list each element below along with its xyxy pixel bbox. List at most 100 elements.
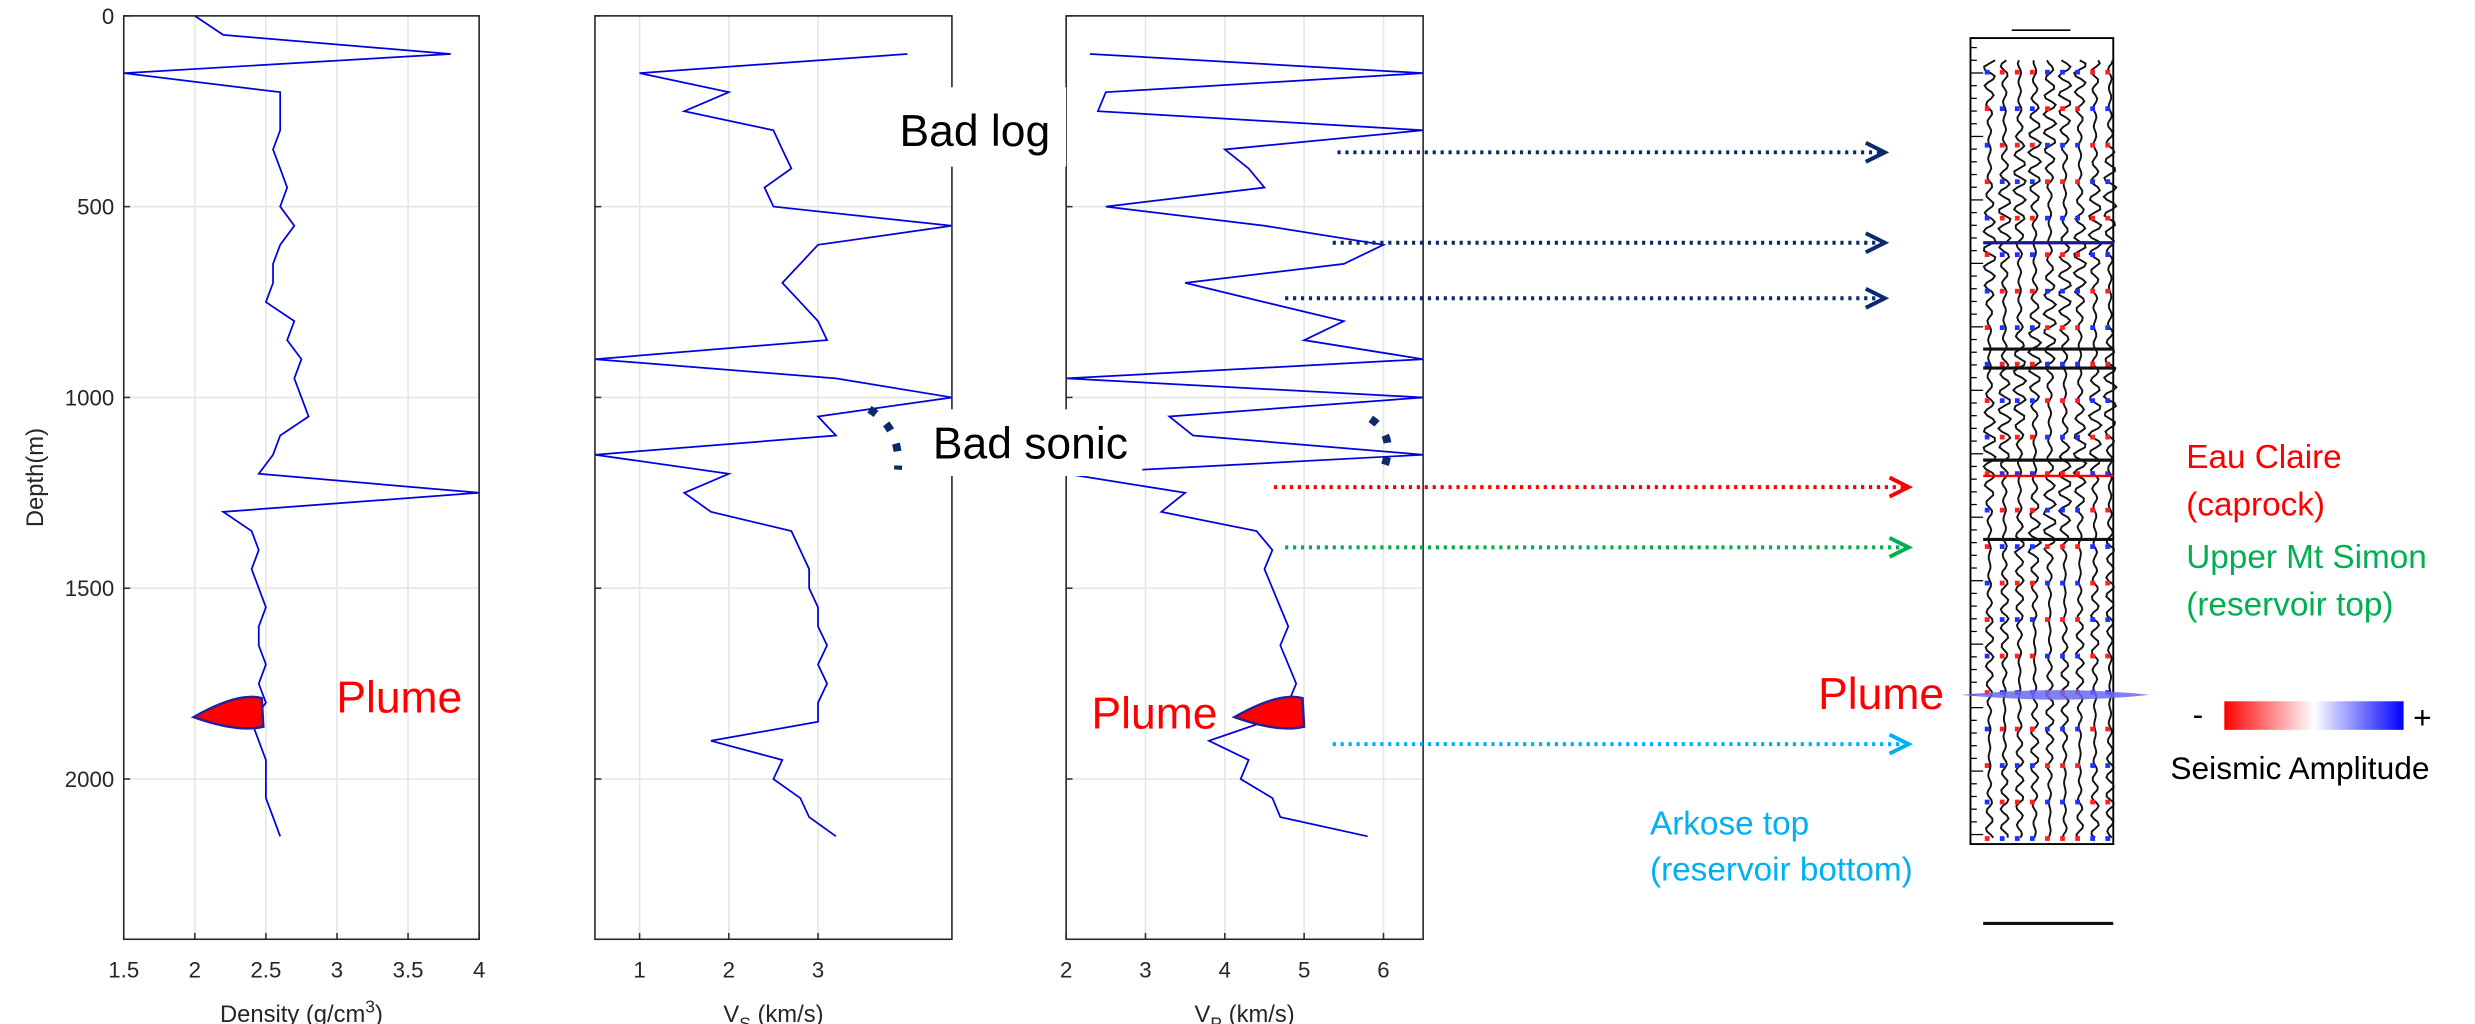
x-tick-label: 2.5 bbox=[250, 957, 281, 982]
trace-fill bbox=[2060, 215, 2065, 221]
trace-fill bbox=[2029, 288, 2035, 294]
x-axis-label: Density (g/cm3) bbox=[220, 996, 383, 1024]
trace-fill bbox=[2045, 726, 2050, 732]
plume-label: Plume bbox=[336, 673, 462, 722]
horizon-label: (caprock) bbox=[2186, 487, 2325, 524]
trace-fill bbox=[2029, 215, 2035, 221]
horizon-label: Eau Claire bbox=[2186, 439, 2341, 476]
trace-fill bbox=[2029, 106, 2035, 112]
x-axis-label-part: (km/s) bbox=[751, 1001, 824, 1024]
seismic-trace bbox=[2072, 59, 2088, 839]
trace-fill bbox=[2105, 544, 2111, 549]
trace-fill bbox=[1999, 544, 2005, 549]
trace-fill bbox=[2029, 434, 2035, 440]
trace-fill bbox=[2075, 288, 2080, 294]
seismic-trace bbox=[1982, 59, 1997, 839]
colorbar-min: - bbox=[2193, 696, 2204, 732]
trace-fill bbox=[2014, 544, 2020, 549]
trace-fill bbox=[2105, 617, 2111, 622]
trace-fill bbox=[2045, 653, 2050, 659]
trace-fill bbox=[2045, 288, 2050, 294]
log-plot: 1.5 2 2.5 3 3.5 4 0 500 1000 1500 2000 Density (g/c… bbox=[22, 4, 485, 1024]
trace-fill bbox=[2090, 434, 2096, 440]
trace-fill bbox=[1984, 179, 1990, 185]
trace-fill bbox=[2045, 142, 2050, 148]
panel-frame bbox=[1969, 37, 2115, 846]
trace-fill bbox=[2014, 142, 2020, 148]
trace-fill bbox=[1999, 252, 2005, 258]
trace-fill bbox=[1984, 106, 1990, 112]
arrow-head bbox=[1864, 141, 1890, 164]
trace-fill bbox=[1999, 288, 2005, 294]
trace-fill bbox=[2075, 434, 2080, 440]
trace-fill bbox=[2014, 726, 2020, 732]
trace-fill bbox=[2045, 507, 2050, 513]
curve-group bbox=[123, 15, 480, 837]
plume-label: Plume bbox=[1092, 689, 1218, 738]
trace-fill bbox=[2105, 580, 2111, 586]
trace-fill bbox=[2045, 69, 2050, 75]
trace-fill bbox=[2075, 69, 2080, 75]
trace-fill bbox=[2060, 544, 2065, 549]
trace-fill bbox=[1999, 361, 2005, 367]
trace-fill bbox=[1984, 726, 1990, 732]
trace-fill bbox=[2075, 325, 2080, 331]
trace-fill bbox=[2075, 106, 2080, 112]
bad-log-label: Bad log bbox=[900, 107, 1051, 156]
trace-fill bbox=[2090, 179, 2096, 185]
trace-fill bbox=[2029, 142, 2035, 148]
trace-fill bbox=[2075, 252, 2080, 258]
trace-fill bbox=[2105, 799, 2111, 805]
log-plot: 1 2 3 VS (km/s) bbox=[594, 15, 953, 1024]
trace-fill bbox=[2060, 106, 2065, 112]
trace-fill bbox=[2014, 106, 2020, 112]
trace-fill bbox=[2075, 507, 2080, 513]
trace-fill bbox=[2090, 106, 2096, 112]
trace-fill bbox=[2075, 836, 2080, 841]
plume-marker bbox=[1231, 695, 1306, 730]
trace-fill bbox=[2075, 580, 2080, 586]
label-backing bbox=[882, 87, 1067, 167]
horizon-arrows bbox=[1273, 150, 1906, 747]
trace-fill bbox=[2014, 799, 2020, 805]
trace-fill bbox=[2105, 653, 2111, 659]
trace-fill bbox=[1984, 215, 1990, 221]
trace-fill bbox=[2105, 361, 2111, 367]
trace-fill bbox=[2105, 836, 2111, 841]
trace-fill bbox=[2014, 325, 2020, 331]
trace-fill bbox=[2090, 361, 2096, 367]
trace-fill bbox=[2075, 653, 2080, 659]
trace-fill bbox=[2014, 434, 2020, 440]
arrow-head bbox=[1864, 286, 1890, 310]
trace-fill bbox=[2105, 142, 2111, 148]
colorbar-label: Seismic Amplitude bbox=[2170, 750, 2429, 786]
label-backing bbox=[920, 409, 1143, 476]
curve-group bbox=[594, 53, 952, 838]
trace-fill bbox=[2045, 580, 2050, 586]
trace-fill bbox=[2045, 544, 2050, 549]
trace-fill bbox=[2090, 288, 2096, 294]
trace-fill bbox=[2029, 580, 2035, 586]
trace-fill bbox=[2060, 434, 2065, 440]
trace-fill bbox=[2029, 361, 2035, 367]
trace-fill bbox=[2075, 763, 2080, 768]
seismic-trace bbox=[2057, 59, 2073, 839]
horizon-label: (reservoir top) bbox=[2186, 587, 2393, 624]
trace-fill bbox=[2060, 142, 2065, 148]
trace-fill bbox=[2045, 836, 2050, 841]
trace-fill bbox=[2029, 544, 2035, 549]
trace-fill bbox=[2060, 471, 2065, 476]
trace-fill bbox=[1984, 471, 1990, 476]
trace-fill bbox=[1999, 471, 2005, 476]
trace-fill bbox=[2029, 507, 2035, 513]
x-tick-label: 2 bbox=[723, 957, 735, 982]
trace-fill bbox=[2014, 288, 2020, 294]
trace-fill bbox=[1984, 836, 1990, 841]
trace-fill bbox=[2029, 726, 2035, 732]
x-tick-label: 3.5 bbox=[393, 957, 424, 982]
trace-fill bbox=[2105, 507, 2111, 513]
trace-fill bbox=[2060, 325, 2065, 331]
trace-fill bbox=[2045, 179, 2050, 185]
